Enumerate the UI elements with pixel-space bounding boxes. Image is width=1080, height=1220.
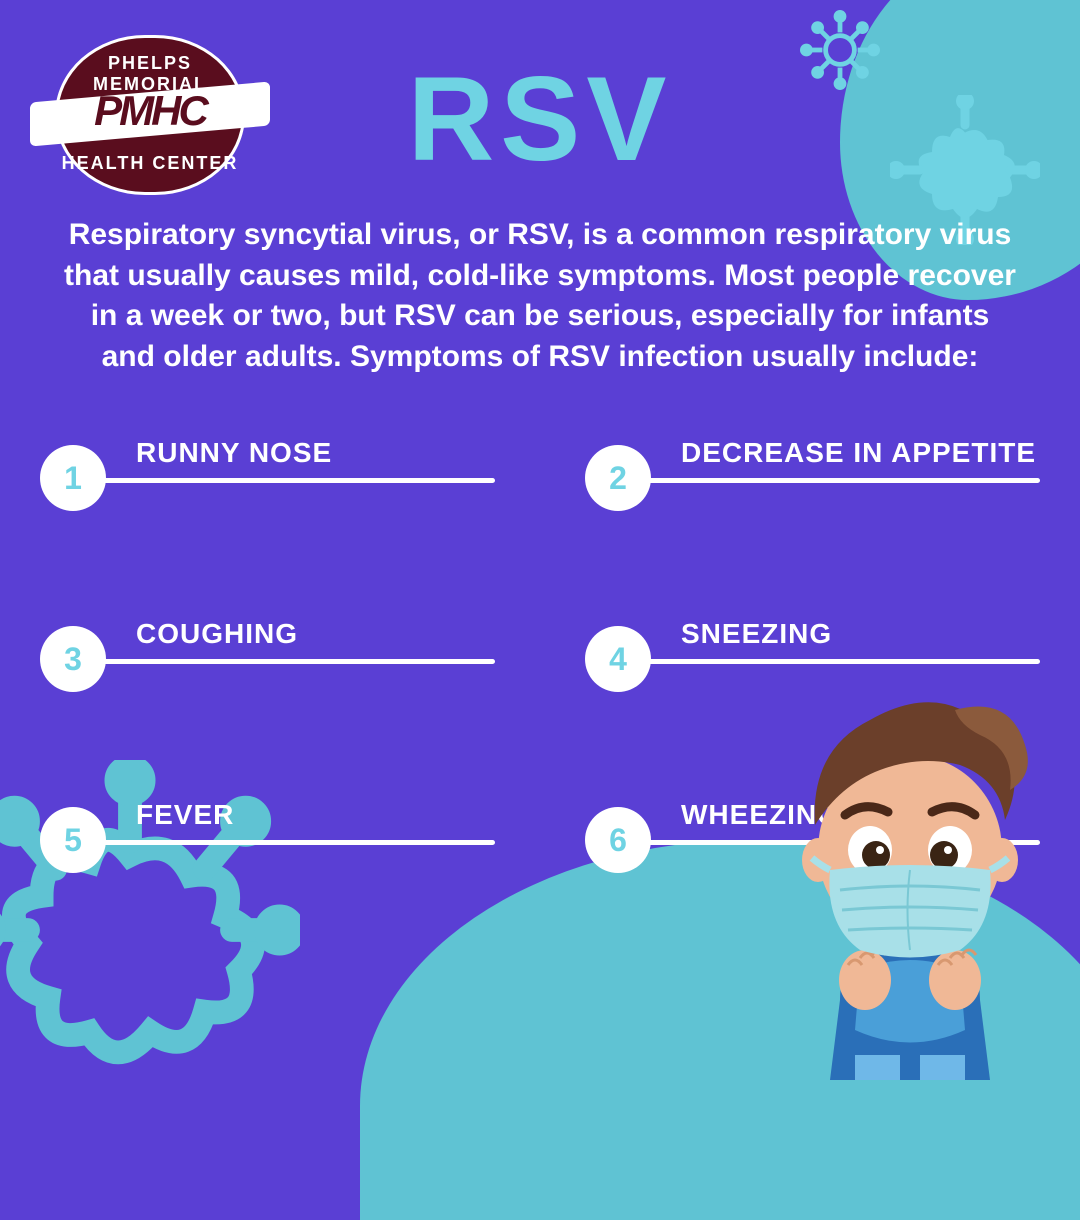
intro-text: Respiratory syncytial virus, or RSV, is …: [60, 215, 1020, 377]
underline: [641, 478, 1040, 483]
underline: [96, 478, 495, 483]
symptom-item: 3 COUGHING: [40, 626, 495, 692]
symptom-number: 2: [585, 445, 651, 511]
symptom-item: 1 RUNNY NOSE: [40, 445, 495, 511]
symptom-label: SNEEZING: [681, 618, 832, 650]
symptom-number: 6: [585, 807, 651, 873]
symptom-label: COUGHING: [136, 618, 298, 650]
symptom-label: RUNNY NOSE: [136, 437, 332, 469]
symptom-number: 3: [40, 626, 106, 692]
symptom-number: 1: [40, 445, 106, 511]
symptom-number: 4: [585, 626, 651, 692]
symptom-number: 5: [40, 807, 106, 873]
underline: [96, 659, 495, 664]
boy-mask-icon: [760, 660, 1060, 1080]
symptom-item: 5 FEVER: [40, 807, 495, 873]
page-title: RSV: [0, 50, 1080, 188]
symptom-label: FEVER: [136, 799, 234, 831]
underline: [96, 840, 495, 845]
symptom-item: 2 DECREASE IN APPETITE: [585, 445, 1040, 511]
symptom-label: DECREASE IN APPETITE: [681, 437, 1036, 469]
